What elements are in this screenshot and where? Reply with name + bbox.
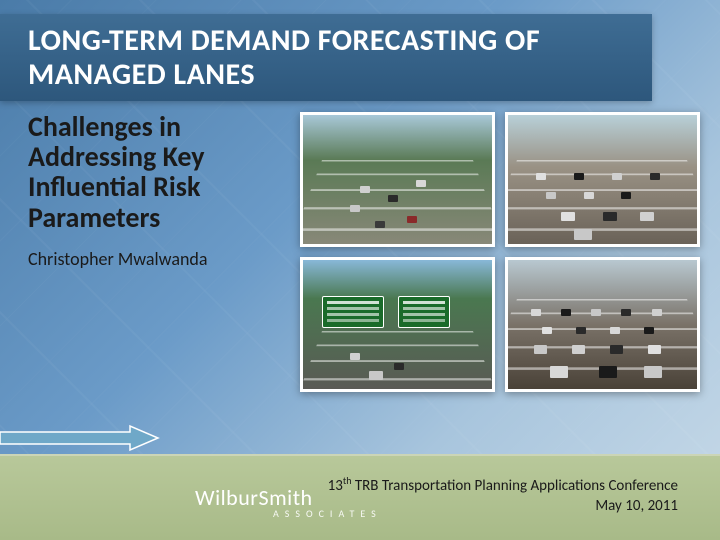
photo-highway-signs <box>300 257 495 392</box>
photo-highway-curve <box>300 112 495 247</box>
photo-multilane-overhead <box>505 112 700 247</box>
wilbursmith-logo: WilburSmith ASSOCIATES <box>195 488 382 518</box>
photo-grid <box>300 112 700 392</box>
slide-title: LONG-TERM DEMAND FORECASTING OF MANAGED … <box>28 24 628 91</box>
title-band: LONG-TERM DEMAND FORECASTING OF MANAGED … <box>0 14 652 101</box>
photo-dense-traffic <box>505 257 700 392</box>
subtitle-block: Challenges in Addressing Key Influential… <box>28 112 288 233</box>
footer-band: 13th TRB Transportation Planning Applica… <box>0 454 720 540</box>
author-name: Christopher Mwalwanda <box>28 248 208 270</box>
logo-main-text: WilburSmith <box>195 488 382 509</box>
slide-subtitle: Challenges in Addressing Key Influential… <box>28 112 288 233</box>
logo-sub-text: ASSOCIATES <box>273 509 382 519</box>
conference-name: TRB Transportation Planning Applications… <box>351 477 678 495</box>
arrow-icon <box>0 424 160 452</box>
